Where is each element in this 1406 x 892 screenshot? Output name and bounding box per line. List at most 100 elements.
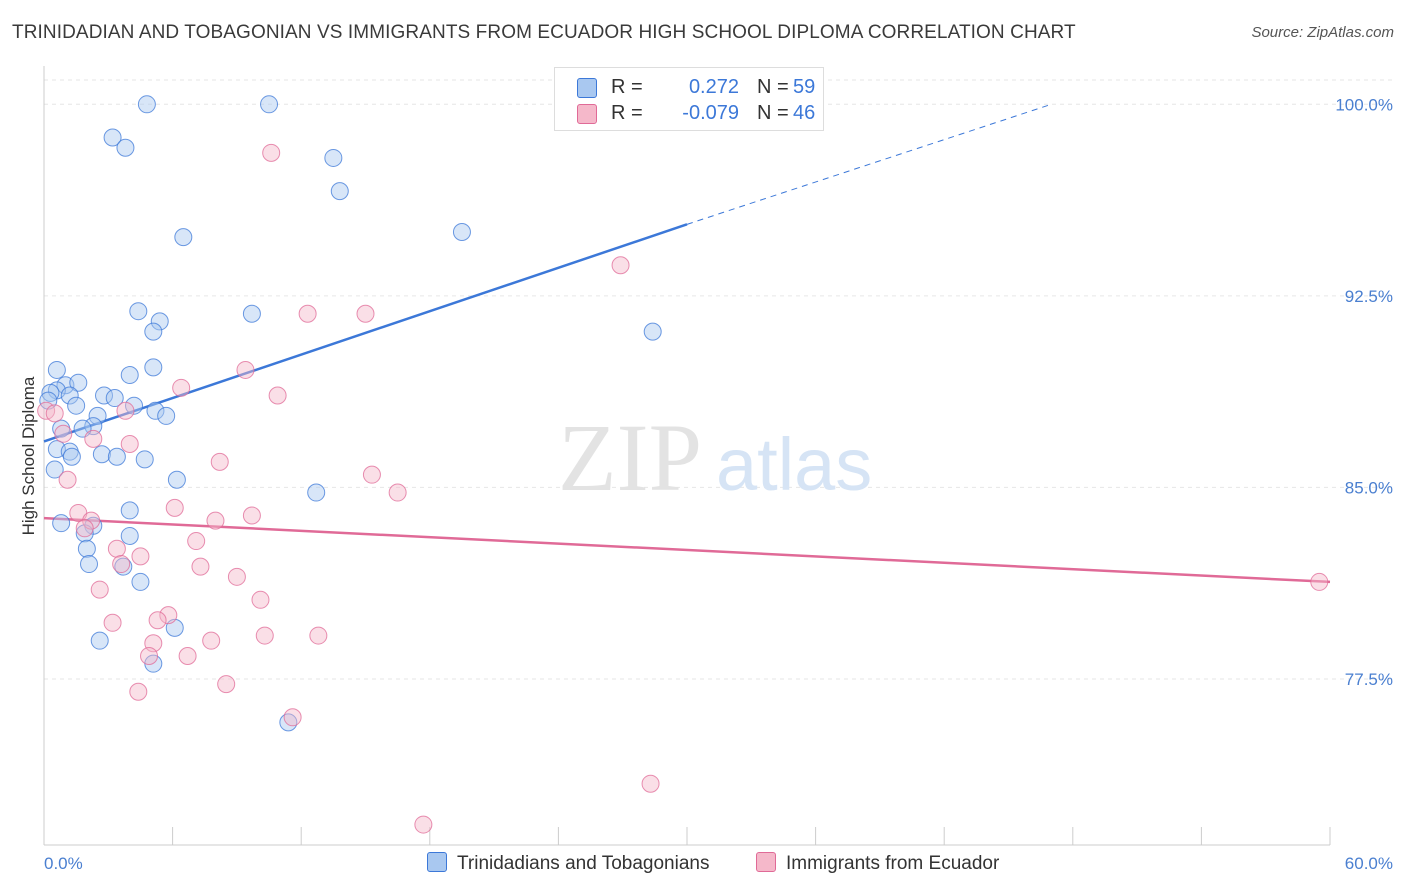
data-point-series1: [120, 526, 139, 545]
data-point-series2: [611, 256, 630, 275]
trend-line-series2: [43, 516, 1331, 584]
data-point-series2: [283, 708, 302, 727]
data-point-series1: [77, 539, 96, 558]
data-point-series1: [330, 182, 349, 201]
source-label: Source: ZipAtlas.com: [1251, 24, 1394, 41]
r-value-series1: 0.272: [688, 76, 739, 98]
data-point-series1: [80, 555, 99, 574]
gridlines: [44, 79, 1395, 680]
legend-swatch-series2: [756, 852, 776, 872]
r-value-series2: -0.079: [682, 102, 739, 124]
data-point-series2: [103, 613, 122, 632]
data-point-series2: [178, 646, 197, 665]
data-point-series1: [135, 450, 154, 469]
data-point-series1: [67, 396, 86, 415]
data-point-series2: [54, 424, 73, 443]
data-point-series1: [90, 631, 109, 650]
data-point-series2: [45, 404, 64, 423]
trend-line-series1: [43, 223, 688, 443]
n-value-series1: 59: [793, 76, 816, 98]
x-tick-label-min: 0.0%: [44, 854, 83, 873]
watermark-zip: ZIP: [558, 404, 702, 511]
stats-legend: R = 0.272 N = 59 R = -0.079 N = 46: [554, 67, 824, 131]
watermark: ZIP atlas: [558, 404, 872, 511]
data-point-series2: [75, 519, 94, 538]
data-point-series1: [45, 460, 64, 479]
chart-title: TRINIDADIAN AND TOBAGONIAN VS IMMIGRANTS…: [12, 22, 1076, 43]
data-point-series1: [452, 223, 471, 242]
data-point-series1: [88, 406, 107, 425]
legend-label-series2: Immigrants from Ecuador: [786, 853, 1000, 874]
data-point-series1: [116, 138, 135, 157]
data-point-series2: [107, 539, 126, 558]
n-label: N =: [757, 102, 789, 124]
data-point-series2: [112, 555, 131, 574]
data-point-series2: [242, 506, 261, 525]
y-tick-label: 85.0%: [1345, 478, 1393, 497]
data-point-series2: [641, 774, 660, 793]
n-label: N =: [757, 76, 789, 98]
n-value-series2: 46: [793, 102, 816, 124]
data-point-series2: [82, 511, 101, 530]
r-label: R =: [611, 76, 643, 98]
legend-swatch-series1: [427, 852, 447, 872]
data-point-series1: [52, 514, 71, 533]
data-point-series2: [120, 435, 139, 454]
data-point-series1: [60, 386, 79, 405]
data-point-series2: [84, 429, 103, 448]
data-point-series1: [144, 322, 163, 341]
data-point-series1: [114, 557, 133, 576]
data-point-series1: [95, 386, 114, 405]
data-point-series1: [92, 445, 111, 464]
data-point-series2: [268, 386, 287, 405]
data-point-series1: [643, 322, 662, 341]
data-point-series1: [47, 360, 66, 379]
data-point-series1: [157, 406, 176, 425]
data-point-series1: [120, 501, 139, 520]
data-point-series1: [69, 373, 88, 392]
data-point-series2: [58, 470, 77, 489]
data-point-series1: [62, 447, 81, 466]
data-point-series1: [41, 383, 60, 402]
data-point-series2: [202, 631, 221, 650]
series1-swatch: [577, 78, 597, 98]
data-point-series2: [356, 304, 375, 323]
data-point-series1: [129, 302, 148, 321]
data-point-series2: [131, 547, 150, 566]
legend-label-series1: Trinidadians and Tobagonians: [457, 853, 710, 874]
data-point-series2: [251, 590, 270, 609]
data-point-series1: [120, 366, 139, 385]
data-point-series2: [172, 378, 191, 397]
data-point-series2: [362, 465, 381, 484]
trend-lines: [43, 103, 1331, 584]
data-point-series2: [140, 646, 159, 665]
data-point-series2: [217, 675, 236, 694]
data-point-series1: [144, 358, 163, 377]
data-point-series2: [227, 567, 246, 586]
data-point-series1: [324, 148, 343, 167]
tick-labels: 77.5% 85.0% 92.5% 100.0% 0.0% 60.0%: [44, 95, 1393, 873]
data-point-series2: [298, 304, 317, 323]
data-point-series2: [116, 401, 135, 420]
legend-item-series1: Trinidadians and Tobagonians: [427, 852, 709, 875]
data-point-series1: [84, 417, 103, 436]
data-point-series1: [167, 470, 186, 489]
data-point-series1: [125, 396, 144, 415]
y-tick-label: 77.5%: [1345, 670, 1393, 689]
data-point-series2: [187, 532, 206, 551]
data-point-series2: [206, 511, 225, 530]
data-point-series1: [131, 572, 150, 591]
data-point-series2: [309, 626, 328, 645]
data-point-series2: [255, 626, 274, 645]
data-point-series2: [191, 557, 210, 576]
data-point-series1: [105, 389, 124, 408]
series2-swatch: [577, 104, 597, 124]
data-point-series2: [129, 682, 148, 701]
y-axis-label: High School Diploma: [19, 376, 38, 535]
data-point-series2: [262, 143, 281, 162]
data-point-series1: [146, 401, 165, 420]
data-point-series1: [242, 304, 261, 323]
y-tick-label: 100.0%: [1335, 95, 1393, 114]
trend-extension-series1: [686, 103, 1052, 225]
data-point-series2: [210, 452, 229, 471]
